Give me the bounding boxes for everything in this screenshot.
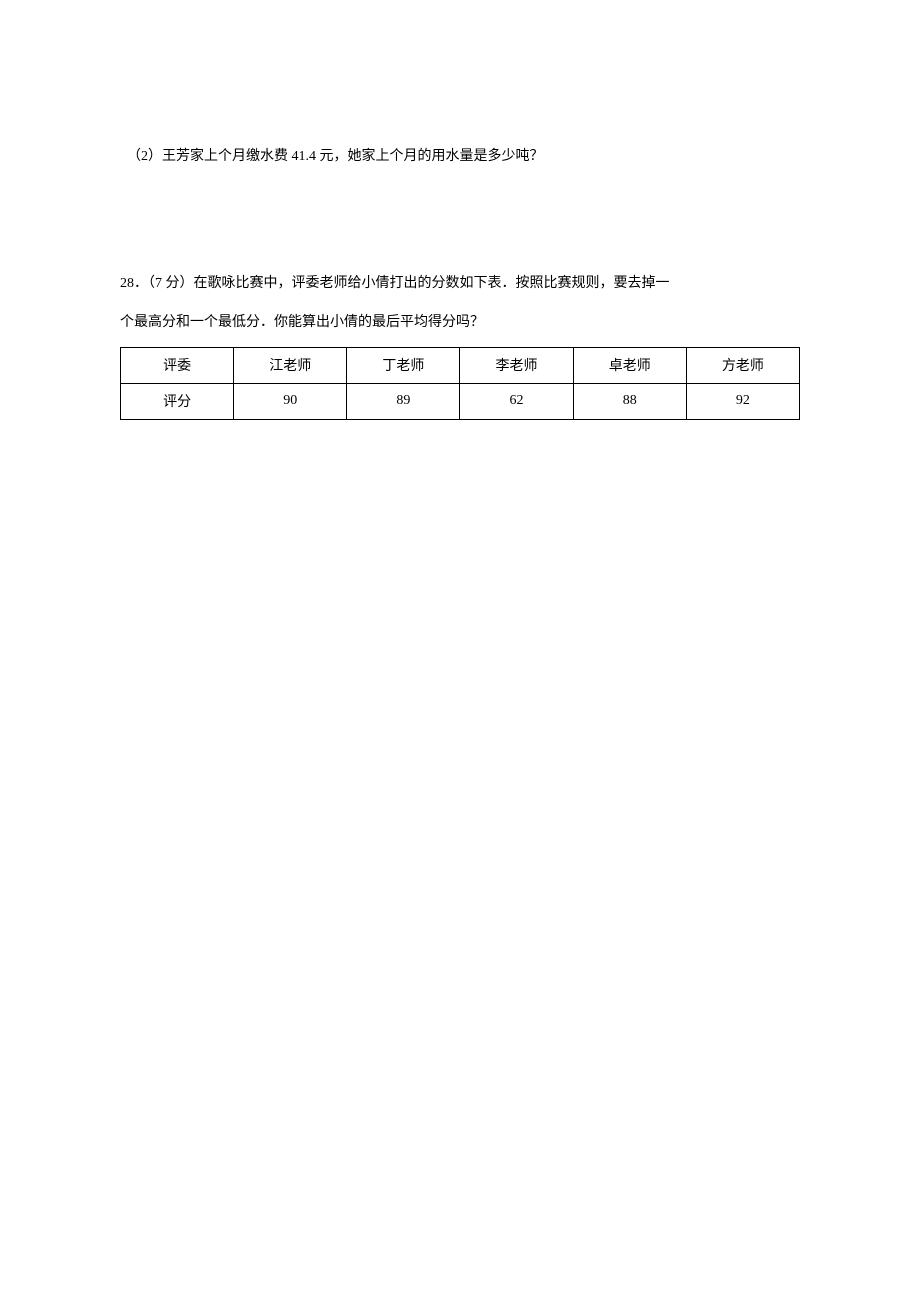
document-content: （2）王芳家上个月缴水费 41.4 元，她家上个月的用水量是多少吨？ 28．（7… [0,0,920,420]
table-header-row: 评委 江老师 丁老师 李老师 卓老师 方老师 [121,347,800,383]
table-header-cell: 卓老师 [573,347,686,383]
table-row: 评分 90 89 62 88 92 [121,383,800,419]
question-28-line2: 个最高分和一个最低分．你能算出小倩的最后平均得分吗？ [120,308,800,339]
score-table: 评委 江老师 丁老师 李老师 卓老师 方老师 评分 90 89 62 88 92 [120,347,800,420]
table-cell: 62 [460,383,573,419]
question-28-line1: 28．（7 分）在歌咏比赛中，评委老师给小倩打出的分数如下表．按照比赛规则，要去… [120,269,800,300]
table-header-cell: 江老师 [234,347,347,383]
table-cell: 92 [686,383,799,419]
table-header-cell: 方老师 [686,347,799,383]
question-2-text: （2）王芳家上个月缴水费 41.4 元，她家上个月的用水量是多少吨？ [120,144,800,169]
table-cell: 88 [573,383,686,419]
table-header-cell: 李老师 [460,347,573,383]
table-cell: 90 [234,383,347,419]
table-cell: 评分 [121,383,234,419]
table-header-cell: 评委 [121,347,234,383]
question-28-block: 28．（7 分）在歌咏比赛中，评委老师给小倩打出的分数如下表．按照比赛规则，要去… [120,269,800,339]
table-header-cell: 丁老师 [347,347,460,383]
table-cell: 89 [347,383,460,419]
